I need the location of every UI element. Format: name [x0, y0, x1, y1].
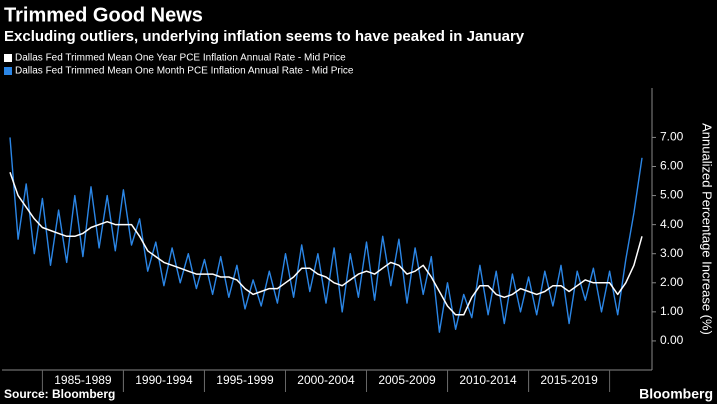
source: Source: Bloomberg: [4, 387, 115, 401]
x-tick-label: 2015-2019: [540, 373, 598, 387]
x-tick-label: 2010-2014: [459, 373, 517, 387]
y-tick-label: 4.00: [660, 217, 684, 231]
y-tick-label: 2.00: [660, 275, 684, 289]
x-tick-label: 1990-1994: [135, 373, 193, 387]
x-tick-label: 1985-1989: [54, 373, 112, 387]
chart-title: Trimmed Good News: [4, 4, 203, 26]
y-tick-label: 5.00: [660, 188, 684, 202]
y-tick-label: 6.00: [660, 159, 684, 173]
x-tick-label: 1995-1999: [216, 373, 274, 387]
series-line: [9, 172, 643, 316]
x-tick-label: 2005-2009: [378, 373, 436, 387]
y-axis-label: Annualized Percentage Increase (%): [700, 123, 715, 335]
legend-swatch: [4, 54, 12, 62]
brand: Bloomberg: [639, 386, 713, 402]
y-tick-label: 3.00: [660, 246, 684, 260]
x-tick-label: 2000-2004: [297, 373, 355, 387]
y-tick-label: 7.00: [660, 130, 684, 144]
series-line: [9, 137, 643, 333]
chart-subtitle: Excluding outliers, underlying inflation…: [4, 28, 525, 45]
legend-swatch: [4, 67, 12, 75]
y-tick-label: 0.00: [660, 333, 684, 347]
y-tick-label: 1.00: [660, 304, 684, 318]
legend-label: Dallas Fed Trimmed Mean One Year PCE Inf…: [15, 53, 346, 64]
legend-label: Dallas Fed Trimmed Mean One Month PCE In…: [15, 66, 354, 77]
